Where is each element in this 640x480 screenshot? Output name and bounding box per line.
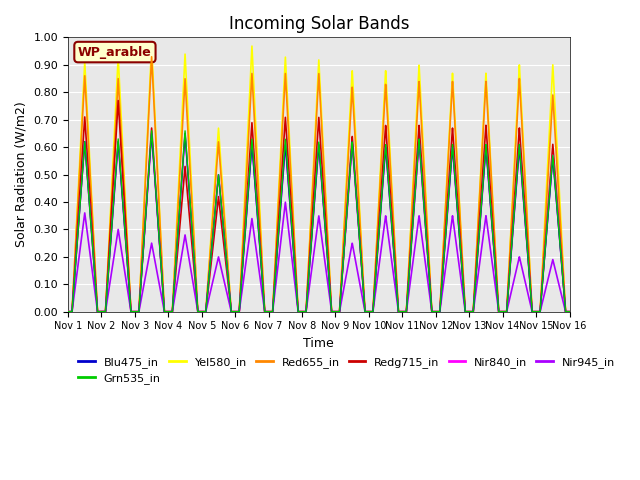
X-axis label: Time: Time	[303, 337, 334, 350]
Legend: Blu475_in, Grn535_in, Yel580_in, Red655_in, Redg715_in, Nir840_in, Nir945_in: Blu475_in, Grn535_in, Yel580_in, Red655_…	[74, 352, 620, 388]
Title: Incoming Solar Bands: Incoming Solar Bands	[228, 15, 409, 33]
Text: WP_arable: WP_arable	[78, 46, 152, 59]
Y-axis label: Solar Radiation (W/m2): Solar Radiation (W/m2)	[15, 102, 28, 247]
